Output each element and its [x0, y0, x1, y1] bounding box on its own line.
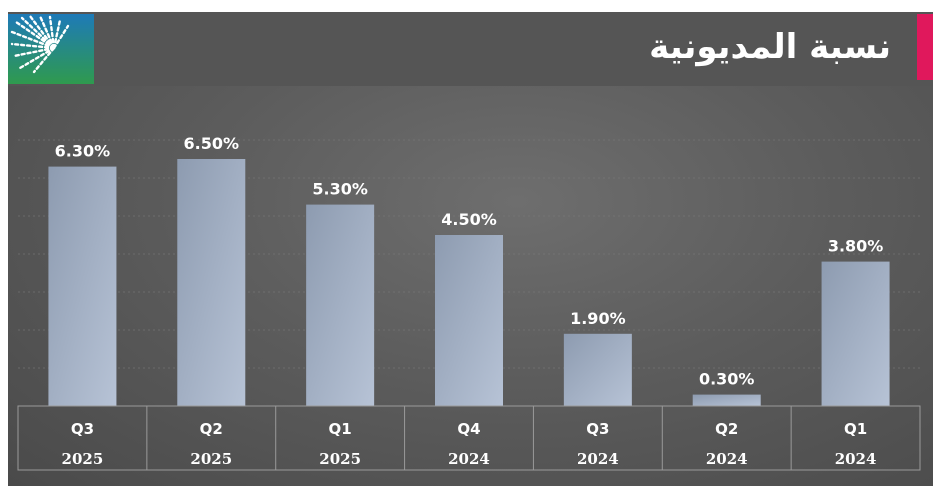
bar	[692, 394, 761, 406]
bar-chart: 6.30% 6.50% 5.30% 4.50% 1.90% 0.30% 3.80% Q3 20…	[17, 134, 921, 471]
quarter-label: Q3	[586, 420, 609, 438]
table-border	[17, 405, 921, 471]
chart-panel: نسبة المديونية 6.30% 6.50% 5.30% 4.50% 1.90%…	[8, 12, 933, 486]
year-label: 2024	[448, 450, 490, 468]
category-table: Q3 2025 Q2 2025 Q1 2025 Q4 2024 Q3 2024 Q2 2024 Q1 20…	[17, 405, 921, 471]
bar	[435, 235, 503, 406]
year-label: 2025	[319, 450, 361, 468]
bar-value-label: 0.30%	[699, 370, 755, 389]
bar-value-label: 6.30%	[55, 142, 111, 161]
bar-value-label: 4.50%	[441, 210, 497, 229]
bar	[821, 261, 890, 406]
year-label: 2025	[190, 450, 232, 468]
year-label: 2025	[62, 450, 104, 468]
chart-title: نسبة المديونية	[649, 27, 891, 67]
header-band	[8, 12, 933, 86]
bar	[306, 204, 375, 406]
bar-value-label: 5.30%	[312, 180, 368, 199]
quarter-label: Q1	[329, 420, 352, 438]
aramco-logo-icon	[8, 14, 94, 84]
year-label: 2024	[706, 450, 748, 468]
quarter-label: Q3	[71, 420, 94, 438]
bar-value-label: 1.90%	[570, 309, 626, 328]
quarter-label: Q2	[715, 420, 738, 438]
bars: 6.30% 6.50% 5.30% 4.50% 1.90% 0.30% 3.80%	[48, 134, 890, 406]
quarter-label: Q1	[844, 420, 867, 438]
accent-bar	[917, 14, 933, 80]
bar	[563, 333, 632, 406]
quarter-label: Q4	[457, 420, 480, 438]
quarter-label: Q2	[200, 420, 223, 438]
year-label: 2024	[577, 450, 619, 468]
bar	[48, 166, 117, 406]
year-label: 2024	[835, 450, 877, 468]
bar-value-label: 6.50%	[184, 134, 240, 153]
bar-value-label: 3.80%	[828, 237, 884, 256]
bar	[177, 159, 246, 406]
